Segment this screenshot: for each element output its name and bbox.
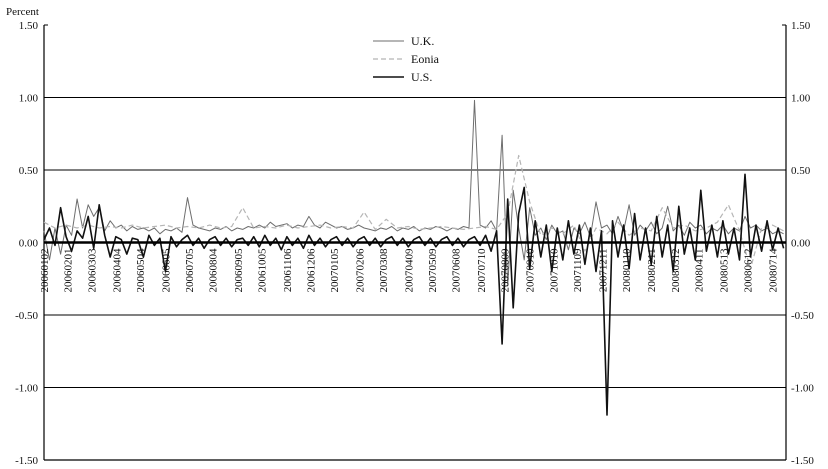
x-tick-label: 20060905 bbox=[233, 248, 245, 293]
x-tick-label: 20080411 bbox=[694, 249, 706, 293]
series-line-eonia bbox=[43, 154, 784, 270]
x-tick-label: 20070809 bbox=[500, 248, 512, 293]
y-tick-label-right: -0.50 bbox=[791, 310, 814, 322]
x-tick-label: 20061005 bbox=[257, 248, 269, 293]
series-line-u-s bbox=[43, 173, 785, 416]
y-tick-label-right: -1.00 bbox=[791, 383, 814, 395]
x-tick-label: 20060605 bbox=[160, 248, 172, 293]
x-tick-label: 20080110 bbox=[621, 248, 633, 292]
x-tick-label: 20070710 bbox=[476, 248, 488, 293]
y-ticks-left: 1.50 1.00 0.50 0.00 -0.50 -1.00 -1.50 bbox=[15, 20, 48, 467]
y-tick-label-right: 0.00 bbox=[791, 238, 811, 250]
x-tick-label: 20060102 bbox=[39, 249, 51, 293]
x-tick-label: 20060804 bbox=[208, 248, 220, 293]
x-tick-label: 20060504 bbox=[135, 248, 147, 293]
series-line-u-k bbox=[43, 99, 784, 287]
x-tick-label: 20070308 bbox=[378, 248, 390, 293]
y-tick-label-left: 0.00 bbox=[19, 238, 39, 250]
y-axis-unit-label: Percent bbox=[6, 6, 39, 18]
x-tick-label: 20061206 bbox=[306, 248, 318, 293]
y-tick-label-left: -1.00 bbox=[15, 383, 38, 395]
x-tick-label: 20060201 bbox=[63, 249, 75, 293]
x-axis-labels: 20060102 20060201 20060303 20060404 20060504… bbox=[39, 248, 780, 293]
x-tick-label: 20070509 bbox=[427, 248, 439, 293]
y-tick-label-right: 1.00 bbox=[791, 93, 811, 105]
y-tick-label-left: 1.00 bbox=[19, 93, 39, 105]
x-tick-label: 20061106 bbox=[282, 248, 294, 292]
x-tick-label: 20080714 bbox=[768, 248, 780, 293]
x-tick-label: 20071010 bbox=[548, 248, 560, 293]
x-tick-label: 20070608 bbox=[451, 248, 463, 293]
x-tick-label: 20060705 bbox=[184, 248, 196, 293]
y-ticks-right: 1.50 1.00 0.50 0.00 -0.50 -1.00 -1.50 bbox=[782, 20, 814, 467]
x-tick-label: 20070910 bbox=[525, 248, 537, 293]
x-tick-label: 20070206 bbox=[354, 248, 366, 293]
y-tick-label-left: -0.50 bbox=[15, 310, 38, 322]
legend-label: Eonia bbox=[411, 52, 440, 66]
y-tick-label-left: -1.50 bbox=[15, 455, 38, 467]
x-tick-label: 20080312 bbox=[670, 249, 682, 293]
x-tick-label: 20070409 bbox=[403, 248, 415, 293]
x-tick-label: 20070105 bbox=[329, 248, 341, 293]
legend-label: U.S. bbox=[411, 70, 432, 84]
x-tick-label: 20080513 bbox=[719, 248, 731, 293]
y-tick-label-right: 0.50 bbox=[791, 165, 811, 177]
series-layer bbox=[43, 99, 786, 416]
legend: U.K. Eonia U.S. bbox=[373, 34, 440, 84]
x-tick-label: 20080612 bbox=[742, 249, 754, 293]
y-tick-label-left: 1.50 bbox=[19, 20, 39, 32]
x-tick-label: 20080211 bbox=[646, 249, 658, 293]
x-tick-label: 20071211 bbox=[597, 249, 609, 293]
y-tick-label-left: 0.50 bbox=[19, 165, 39, 177]
x-tick-label: 20060404 bbox=[112, 248, 124, 293]
x-tick-label: 20071109 bbox=[572, 248, 584, 292]
legend-label: U.K. bbox=[411, 34, 434, 48]
y-tick-label-right: -1.50 bbox=[791, 455, 814, 467]
x-tick-label: 20060303 bbox=[86, 248, 98, 293]
y-tick-label-right: 1.50 bbox=[791, 20, 811, 32]
